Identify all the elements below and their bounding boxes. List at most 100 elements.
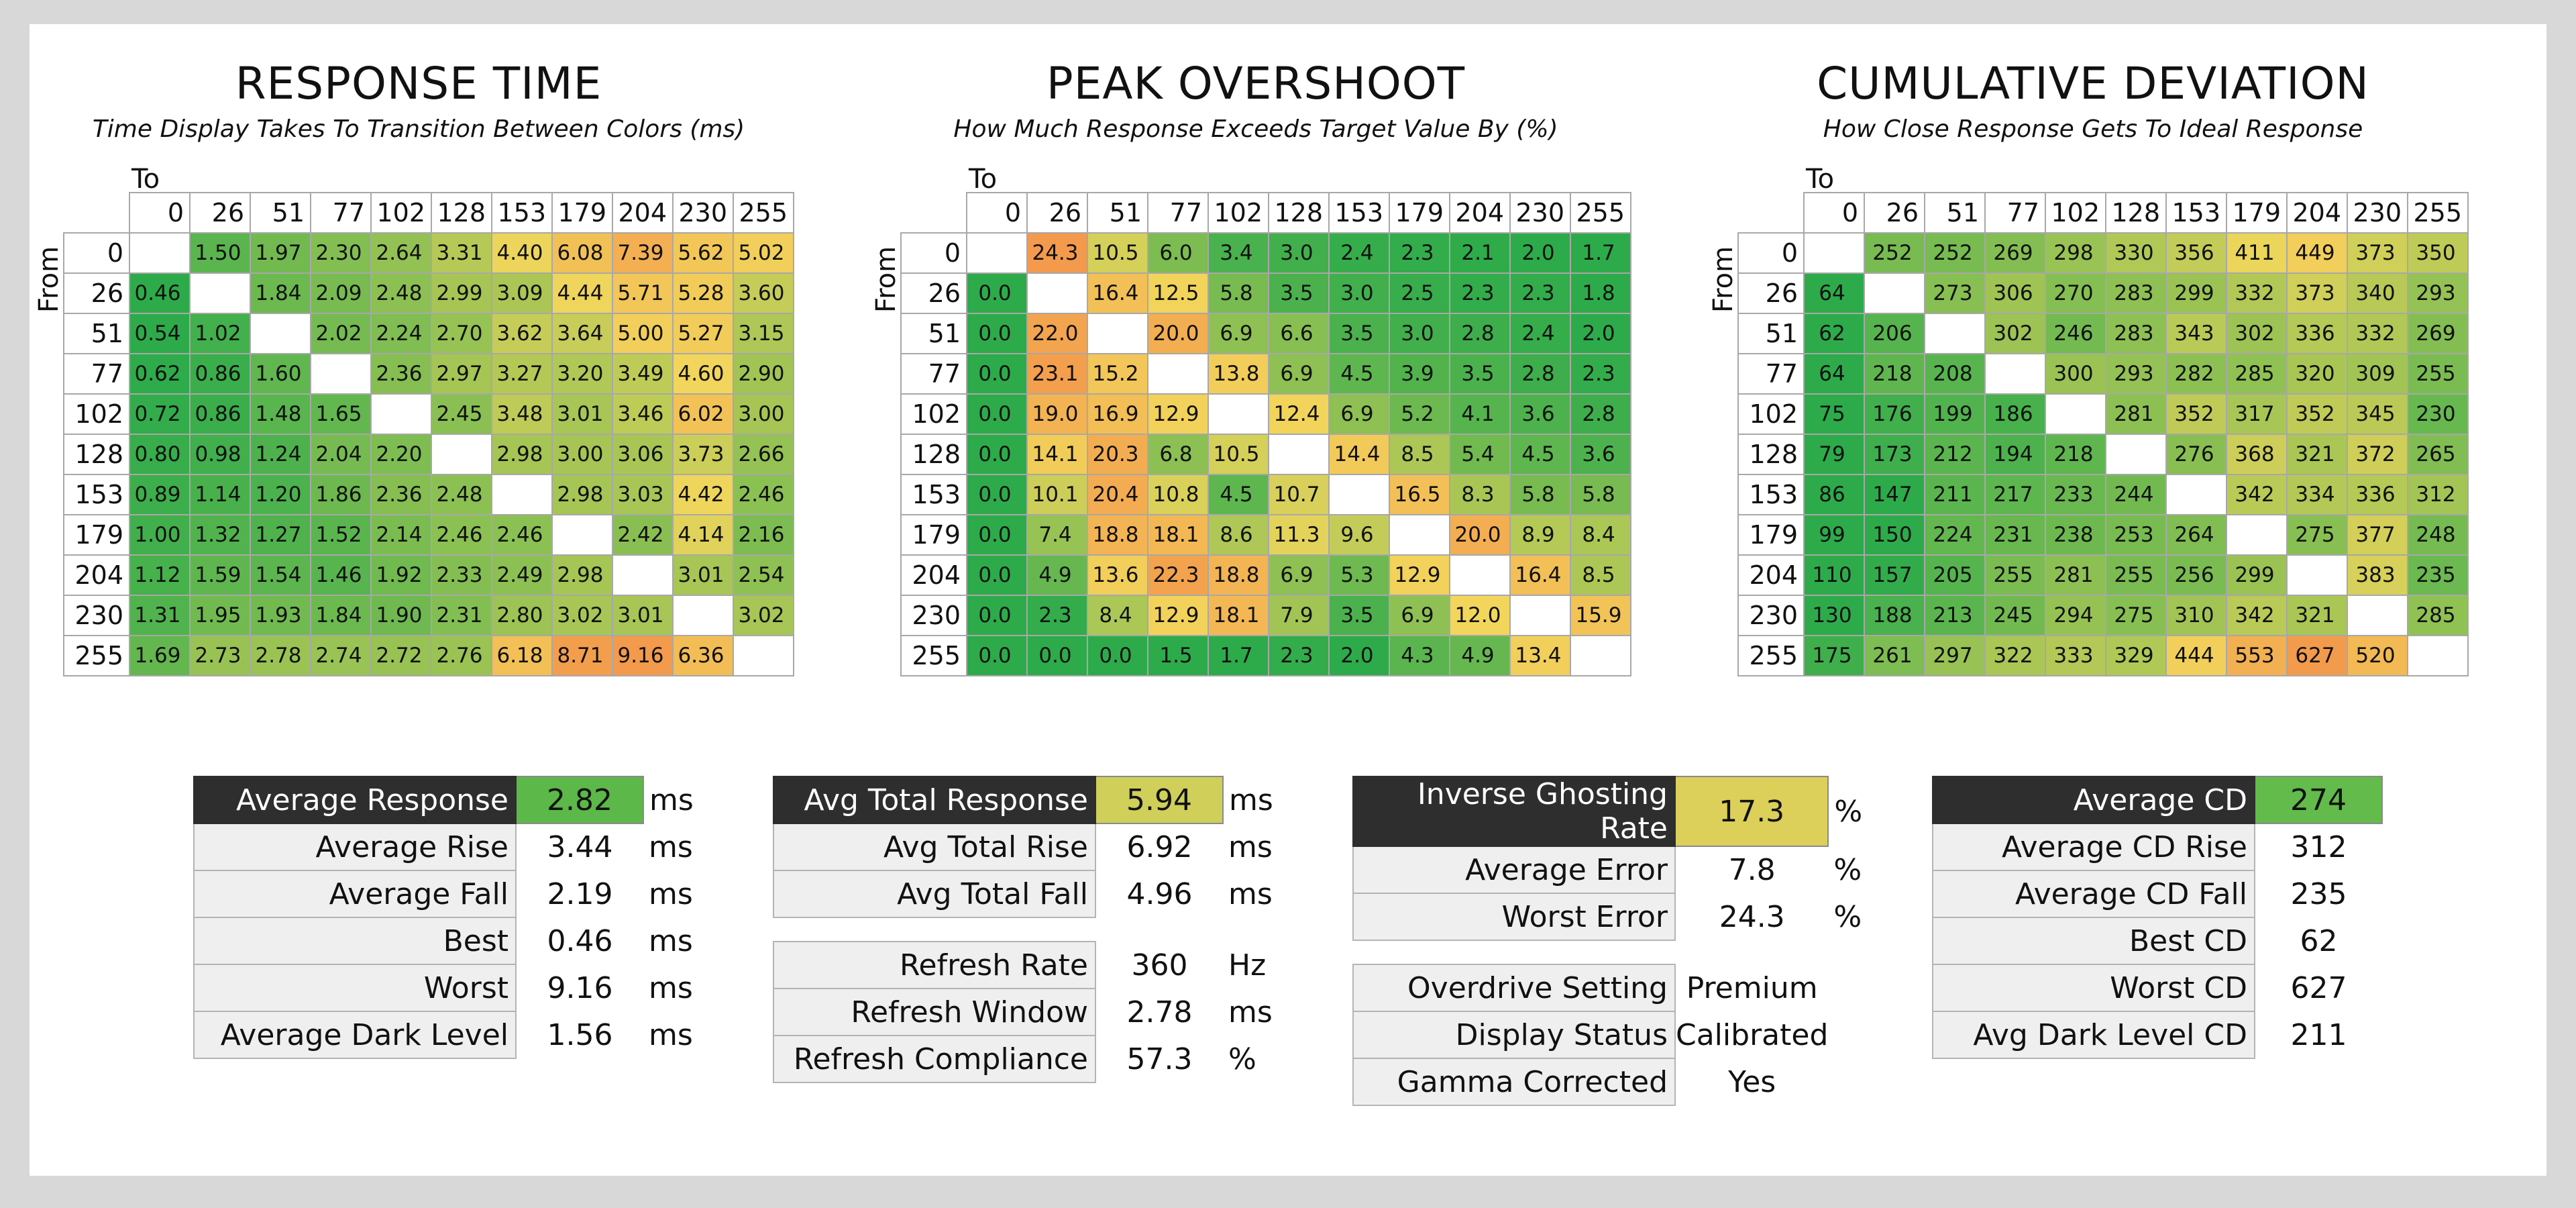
heatmap-cell: 13.8: [1208, 353, 1269, 395]
heatmap-cell: 16.9: [1087, 393, 1148, 435]
heatmap-cell: 79: [1803, 434, 1865, 475]
heatmap-cell: 1.8: [1570, 272, 1631, 314]
matrix-diagonal-cell: [1268, 434, 1330, 475]
heatmap-cell: 0.0: [966, 272, 1028, 314]
heatmap-cell: 16.5: [1389, 474, 1450, 515]
heatmap-cell: 345: [2347, 393, 2408, 435]
heatmap-cell: 8.9: [1509, 514, 1571, 556]
stat-unit: %: [1833, 852, 1862, 887]
stat-unit: ms: [649, 783, 694, 817]
stat-unit: [2382, 917, 2429, 964]
heatmap-cell: 9.16: [612, 635, 674, 676]
heatmap-cell: 3.73: [672, 434, 734, 475]
heatmap-cell: 1.48: [250, 393, 311, 435]
matrix-diagonal-cell: [733, 635, 794, 676]
heatmap-cell: 2.0: [1328, 635, 1390, 676]
heatmap-cell: 1.90: [370, 595, 432, 636]
heatmap-cell: 18.8: [1087, 514, 1148, 556]
stat-label: Average CD Fall: [1932, 870, 2255, 918]
row-header: 51: [900, 313, 967, 354]
column-header: 153: [2165, 192, 2227, 234]
matrix-diagonal-cell: [2045, 393, 2106, 435]
heatmap-cell: 10.7: [1268, 474, 1330, 515]
heatmap-cell: 12.9: [1389, 554, 1450, 596]
stat-label: Display Status: [1352, 1011, 1676, 1059]
matrix-corner: [901, 193, 967, 233]
stats-row: Average CD 274: [1932, 776, 2429, 824]
matrix-row: 179 99 150 224 231 238 253 264 275 377 248: [1737, 514, 2469, 556]
heatmap-cell: 252: [1864, 232, 1925, 274]
matrix-diagonal-cell: [2347, 595, 2408, 636]
heatmap-cell: 1.46: [310, 554, 372, 596]
heatmap-cell: 3.09: [491, 272, 553, 314]
heatmap-cell: 0.0: [966, 514, 1028, 556]
stat-unit: [1828, 1011, 1875, 1058]
heatmap-cell: 3.62: [491, 313, 553, 354]
column-header: 77: [310, 192, 372, 234]
heatmap-cell: 18.8: [1208, 554, 1269, 596]
stat-value: 235: [2290, 876, 2347, 911]
heatmap-cell: 3.5: [1449, 353, 1511, 395]
heatmap-cell: 12.9: [1147, 595, 1209, 636]
stat-label: Average Response: [193, 776, 517, 824]
stat-unit: ms: [649, 1017, 693, 1052]
heatmap-cell: 373: [2347, 232, 2408, 274]
heatmap-cell: 2.46: [733, 474, 794, 515]
heatmap-cell: 1.97: [250, 232, 311, 274]
heatmap-cell: 6.9: [1208, 313, 1269, 354]
stat-label: Refresh Rate: [773, 941, 1096, 989]
heatmap-cell: 8.4: [1087, 595, 1148, 636]
heatmap-cell: 553: [2226, 635, 2288, 676]
heatmap-cell: 6.9: [1389, 595, 1450, 636]
heatmap-cell: 3.01: [672, 554, 734, 596]
heatmap-cell: 4.5: [1208, 474, 1269, 515]
heatmap-cell: 2.98: [551, 554, 613, 596]
heatmap-cell: 4.9: [1026, 554, 1088, 596]
stat-value: Yes: [1728, 1064, 1776, 1099]
stat-value: 5.94: [1095, 776, 1224, 824]
heatmap-cell: 6.0: [1147, 232, 1209, 274]
heatmap-cell: 2.20: [370, 434, 432, 475]
stats-row: Worst 9.16 ms: [193, 964, 694, 1012]
row-header: 102: [1737, 393, 1805, 435]
heatmap-cell: 224: [1924, 514, 1986, 556]
heatmap-cell: 283: [2105, 272, 2167, 314]
heatmap-cell: 1.31: [129, 595, 191, 636]
from-axis-label: From: [1708, 246, 1739, 313]
heatmap-cell: 5.27: [672, 313, 734, 354]
heatmap-cell: 281: [2105, 393, 2167, 435]
matrix-row: 153 0.0 10.1 20.4 10.8 4.5 10.7 16.5 8.3 5.8 5.8: [900, 474, 1631, 515]
heatmap-cell: 255: [1984, 554, 2046, 596]
heatmap-cell: 273: [1924, 272, 1986, 314]
stat-value: 2.78: [1126, 995, 1193, 1029]
heatmap-cell: 110: [1803, 554, 1865, 596]
heatmap-cell: 231: [1984, 514, 2046, 556]
matrix-diagonal-cell: [1924, 313, 1986, 354]
matrix-diagonal-cell: [551, 514, 613, 556]
heatmap-cell: 175: [1803, 635, 1865, 676]
column-header: 128: [1268, 192, 1330, 234]
matrix-diagonal-cell: [1864, 272, 1925, 314]
heatmap-cell: 1.60: [250, 353, 311, 395]
stats-row: Average Error 7.8%: [1352, 846, 1875, 894]
matrix-row: 51 0.54 1.02 2.02 2.24 2.70 3.62 3.64 5.00 5.27 3.…: [63, 313, 794, 354]
matrix-diagonal-cell: [2226, 514, 2288, 556]
row-header: 77: [1737, 353, 1805, 395]
heatmap-cell: 372: [2347, 434, 2408, 475]
heatmap-cell: 5.00: [612, 313, 674, 354]
heatmap-cell: 299: [2165, 272, 2227, 314]
heatmap-cell: 233: [2045, 474, 2106, 515]
heatmap-cell: 297: [1924, 635, 1986, 676]
heatmap-cell: 5.2: [1389, 393, 1450, 435]
heatmap-cell: 211: [1924, 474, 1986, 515]
heatmap-cell: 3.5: [1328, 313, 1390, 354]
heatmap-cell: 285: [2226, 353, 2288, 395]
heatmap-cell: 6.02: [672, 393, 734, 435]
heatmap-cell: 1.65: [310, 393, 372, 435]
stat-label: Best CD: [1932, 917, 2255, 965]
heatmap-cell: 5.8: [1208, 272, 1269, 314]
column-header: 51: [1087, 192, 1148, 234]
heatmap-cell: 255: [2407, 353, 2469, 395]
heatmap-cell: 217: [1984, 474, 2046, 515]
matrix-diagonal-cell: [1208, 393, 1269, 435]
